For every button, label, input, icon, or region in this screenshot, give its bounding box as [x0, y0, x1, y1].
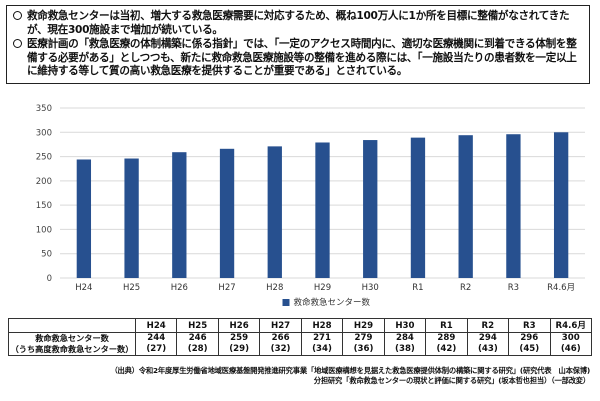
- table-cell: 289 (42): [425, 332, 468, 356]
- table-header-row: H24 H25 H26 H27 H28 H29 H30 R1 R2 R3 R4.…: [8, 318, 593, 333]
- column-header: H24: [134, 318, 178, 333]
- column-header: R2: [466, 318, 510, 333]
- count-value: 294: [478, 333, 497, 344]
- count-value: 244: [147, 333, 166, 344]
- footnote-line: 分担研究「救命救急センターの現状と評価に関する研究」(坂本哲也担当）（一部改変）: [313, 376, 590, 385]
- y-tick-label: 300: [36, 128, 52, 138]
- x-tick-label: H28: [266, 283, 283, 293]
- summary-box: 救命救急センターは当初、増大する救急医療需要に対応するため、概ね100万人に1か…: [6, 5, 590, 84]
- y-tick-label: 250: [36, 153, 52, 163]
- legend-swatch: [282, 299, 290, 306]
- x-tick-label: H25: [123, 283, 140, 293]
- count-value: 296: [520, 333, 539, 344]
- column-header: H28: [300, 318, 344, 333]
- footnote-line: （出典）令和2年度厚生労働省地域医療基盤開発推進研究事業「地域医療構想を見据えた…: [110, 366, 590, 375]
- sub-count-value: (46): [560, 344, 581, 354]
- sub-count-value: (27): [146, 344, 167, 354]
- x-tick-label: R1: [412, 283, 423, 293]
- column-header: R4.6月: [549, 318, 593, 333]
- bar: [219, 148, 235, 278]
- x-tick-label: H29: [314, 283, 331, 293]
- bar-chart: 0 50 100 150 200 250 300 350 H24 H25 H26 H27 H28 H29 H…: [36, 104, 585, 308]
- sub-count-value: (29): [229, 344, 250, 354]
- table-cell: 246 (28): [176, 332, 219, 356]
- count-value: 246: [188, 333, 207, 344]
- table-corner-cell: [8, 318, 136, 333]
- count-value: 259: [230, 333, 249, 344]
- bar: [267, 146, 282, 278]
- count-value: 300: [561, 333, 580, 344]
- bullet-item: 医療計画の「救急医療の体制構築に係る指針」では、「一定のアクセス時間内に、適切な…: [13, 38, 585, 79]
- table-cell: 296 (45): [508, 332, 551, 356]
- bar: [410, 137, 426, 278]
- table-row: 救命救急センター数 （うち高度救命救急センター数） 244 (27) 246 (28…: [8, 332, 593, 356]
- sub-count-value: (34): [312, 344, 332, 354]
- sub-count-value: (42): [436, 344, 457, 354]
- column-header: H29: [342, 318, 385, 333]
- bullet-text: 救命救急センターは当初、増大する救急医療需要に対応するため、概ね100万人に1か…: [27, 10, 570, 36]
- sub-count-value: (28): [187, 344, 208, 354]
- bullet-item: 救命救急センターは当初、増大する救急医療需要に対応するため、概ね100万人に1か…: [13, 10, 585, 37]
- table-cell: 294 (43): [466, 332, 510, 356]
- x-tick-label: H26: [171, 283, 188, 293]
- bar: [172, 152, 187, 278]
- column-header: H30: [383, 318, 427, 333]
- count-value: 289: [437, 333, 456, 344]
- table-cell: 300 (46): [549, 332, 593, 356]
- circle-bullet-icon: [13, 11, 22, 20]
- y-tick-label: 0: [47, 274, 52, 284]
- bar: [76, 159, 92, 278]
- sub-count-value: (36): [353, 344, 374, 354]
- sub-count-value: (45): [519, 344, 540, 354]
- column-header: H27: [259, 318, 302, 333]
- table-cell: 266 (32): [259, 332, 302, 356]
- bar: [363, 140, 378, 278]
- y-tick-label: 200: [36, 177, 52, 187]
- count-value: 271: [313, 333, 332, 344]
- y-tick-label: 100: [36, 225, 52, 235]
- y-tick-label: 350: [36, 104, 52, 114]
- x-tick-label: R2: [460, 283, 471, 293]
- y-tick-label: 150: [36, 201, 52, 211]
- bullet-text: 医療計画の「救急医療の体制構築に係る指針」では、「一定のアクセス時間内に、適切な…: [27, 38, 577, 77]
- data-table: H24 H25 H26 H27 H28 H29 H30 R1 R2 R3 R4.…: [8, 318, 593, 356]
- bar: [315, 142, 330, 278]
- bar: [124, 158, 139, 278]
- column-header: R3: [508, 318, 551, 333]
- y-tick-label: 50: [41, 250, 52, 260]
- x-tick-label: H30: [362, 283, 379, 293]
- count-value: 279: [354, 333, 373, 344]
- column-header: R1: [425, 318, 468, 333]
- sub-count-value: (43): [477, 344, 498, 354]
- x-tick-label: H24: [75, 283, 92, 293]
- x-tick-label: R4.6月: [547, 283, 575, 293]
- table-cell: 244 (27): [134, 332, 178, 356]
- source-footnote: （出典）令和2年度厚生労働省地域医療基盤開発推進研究事業「地域医療構想を見据えた…: [30, 366, 590, 386]
- legend-label: 救命救急センター数: [294, 297, 371, 308]
- sub-count-value: (32): [270, 344, 291, 354]
- table-cell: 279 (36): [342, 332, 385, 356]
- table-cell: 259 (29): [217, 332, 261, 356]
- column-header: H25: [176, 318, 219, 333]
- row-sub-label: （うち高度救命救急センター数）: [10, 344, 134, 354]
- bar: [458, 135, 473, 278]
- x-tick-label: H27: [218, 283, 235, 293]
- count-value: 266: [271, 333, 290, 344]
- bar: [506, 134, 521, 278]
- bar: [553, 132, 569, 278]
- row-header: 救命救急センター数 （うち高度救命救急センター数）: [8, 332, 136, 356]
- table-cell: 271 (34): [300, 332, 344, 356]
- sub-count-value: (38): [395, 344, 415, 354]
- table-cell: 284 (38): [383, 332, 427, 356]
- x-tick-label: R3: [508, 283, 519, 293]
- row-label: 救命救急センター数: [35, 333, 109, 344]
- count-value: 284: [395, 333, 414, 344]
- column-header: H26: [217, 318, 261, 333]
- circle-bullet-icon: [13, 39, 22, 48]
